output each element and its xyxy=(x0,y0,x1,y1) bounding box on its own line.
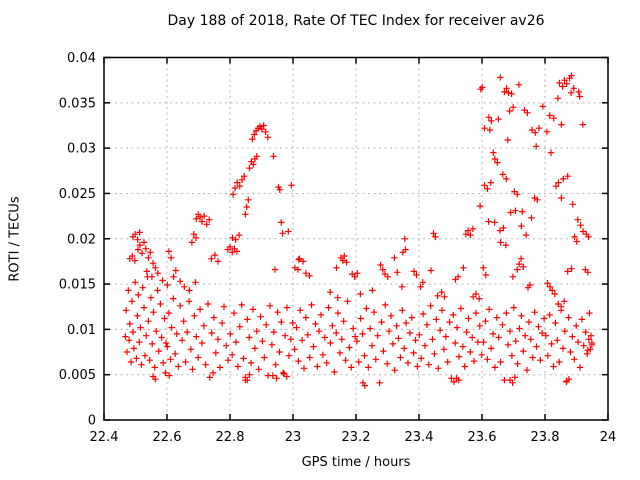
x-tick-label: 22.8 xyxy=(216,430,245,445)
y-tick-label: 0.01 xyxy=(67,323,96,338)
y-tick-label: 0.03 xyxy=(67,142,96,157)
x-tick-label: 22.4 xyxy=(90,430,119,445)
x-axis-label: GPS time / hours xyxy=(301,455,411,470)
x-tick-label: 23.8 xyxy=(531,430,560,445)
y-tick-label: 0.035 xyxy=(59,96,96,111)
x-tick-label: 22.6 xyxy=(153,430,182,445)
y-tick-label: 0.015 xyxy=(59,278,96,293)
y-tick-label: 0.005 xyxy=(59,368,96,383)
x-tick-label: 23.4 xyxy=(405,430,434,445)
x-tick-label: 23 xyxy=(285,430,302,445)
chart-title: Day 188 of 2018, Rate Of TEC Index for r… xyxy=(167,13,545,29)
y-tick-label: 0.025 xyxy=(59,187,96,202)
x-tick-label: 23.6 xyxy=(468,430,497,445)
y-tick-label: 0.04 xyxy=(67,51,96,66)
x-tick-label: 23.2 xyxy=(342,430,371,445)
data-points xyxy=(122,72,596,389)
y-tick-label: 0.02 xyxy=(67,232,96,247)
x-tick-label: 24 xyxy=(600,430,617,445)
y-tick-label: 0 xyxy=(88,414,96,429)
